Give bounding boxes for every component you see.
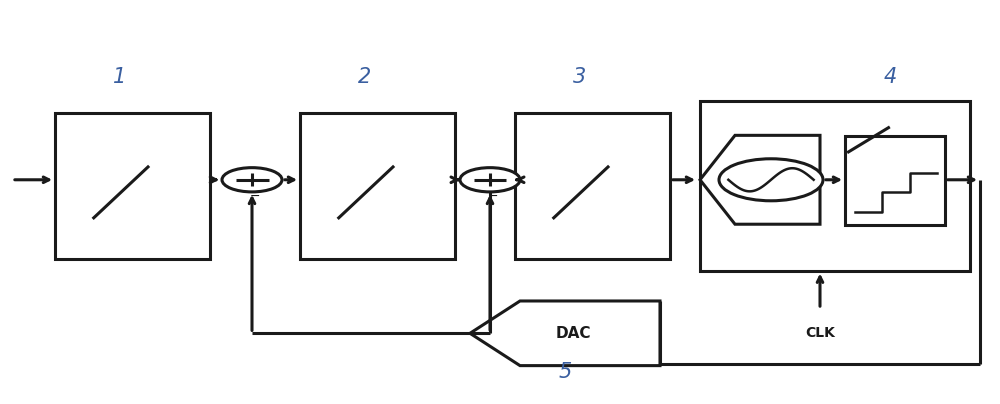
- Bar: [300, 113, 455, 259]
- Circle shape: [222, 168, 282, 192]
- Circle shape: [719, 159, 823, 201]
- Text: 4: 4: [883, 67, 897, 87]
- Text: 2: 2: [358, 67, 372, 87]
- Text: 5: 5: [558, 362, 572, 382]
- Text: −: −: [250, 189, 260, 203]
- Text: −: −: [488, 189, 498, 203]
- Bar: [55, 113, 210, 259]
- Bar: [515, 113, 670, 259]
- Circle shape: [460, 168, 520, 192]
- Text: 1: 1: [113, 67, 127, 87]
- Text: 3: 3: [573, 67, 587, 87]
- Text: DAC: DAC: [555, 326, 591, 341]
- Bar: [700, 101, 970, 271]
- Polygon shape: [700, 135, 820, 224]
- Bar: [845, 136, 945, 225]
- Polygon shape: [470, 301, 660, 366]
- Text: CLK: CLK: [805, 326, 835, 340]
